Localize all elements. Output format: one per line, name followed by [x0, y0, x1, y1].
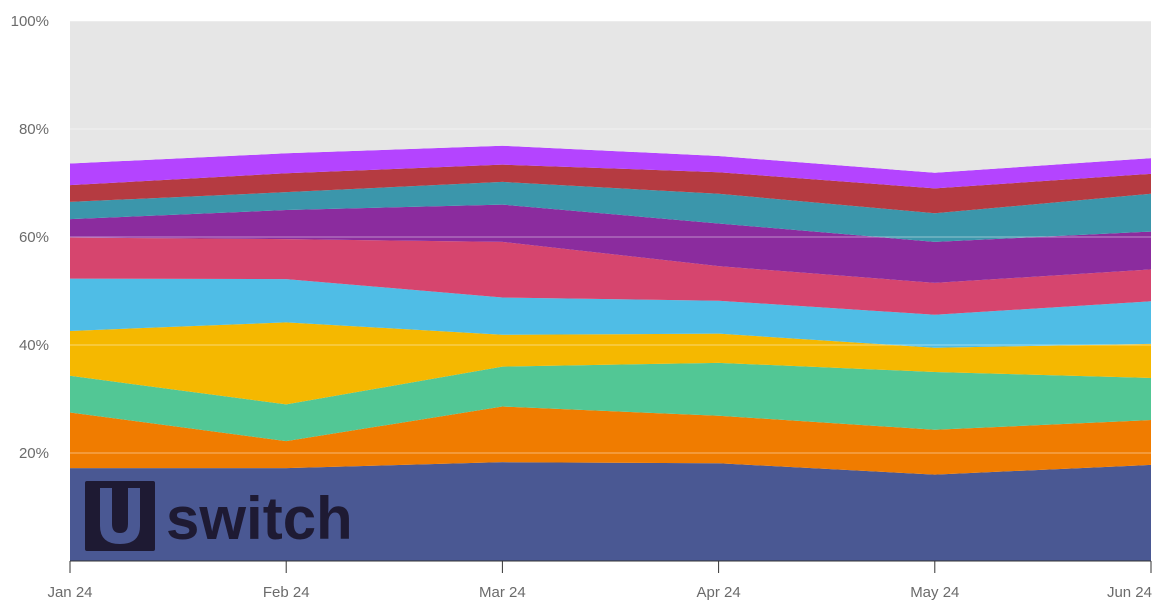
y-tick-label-40: 40%: [19, 337, 49, 354]
series-area-7: [70, 204, 1151, 283]
x-tick-label-3: Mar 24: [479, 584, 526, 601]
x-tick-label-6: Jun 24: [1107, 584, 1152, 601]
logo-mark-u-icon: [100, 488, 140, 544]
x-tick-label-1: Jan 24: [47, 584, 92, 601]
y-tick-label-60: 60%: [19, 229, 49, 246]
series-area-10: [70, 145, 1151, 189]
y-tick-label-100: 100%: [11, 13, 49, 30]
uswitch-logo: switch: [85, 481, 353, 552]
y-tick-label-80: 80%: [19, 121, 49, 138]
y-tick-label-20: 20%: [19, 445, 49, 462]
series-area-2: [70, 406, 1151, 475]
series-area-5: [70, 278, 1151, 348]
y-axis-labels: 20% 40% 60% 80% 100%: [11, 13, 49, 462]
series-area-9: [70, 164, 1151, 214]
x-axis: Jan 24 Feb 24 Mar 24 Apr 24 May 24 Jun 24: [47, 560, 1152, 601]
logo-wordmark: switch: [166, 485, 353, 552]
series-areas: [70, 21, 1151, 561]
series-area-6: [70, 237, 1151, 315]
x-tick-label-2: Feb 24: [263, 584, 310, 601]
x-tick-label-4: Apr 24: [696, 584, 740, 601]
series-area-3: [70, 362, 1151, 442]
series-area-1: [70, 462, 1151, 561]
series-area-4: [70, 322, 1151, 405]
series-area-11: [70, 21, 1151, 173]
series-area-8: [70, 181, 1151, 242]
x-tick-label-5: May 24: [910, 584, 959, 601]
gridlines: [70, 20, 1151, 454]
